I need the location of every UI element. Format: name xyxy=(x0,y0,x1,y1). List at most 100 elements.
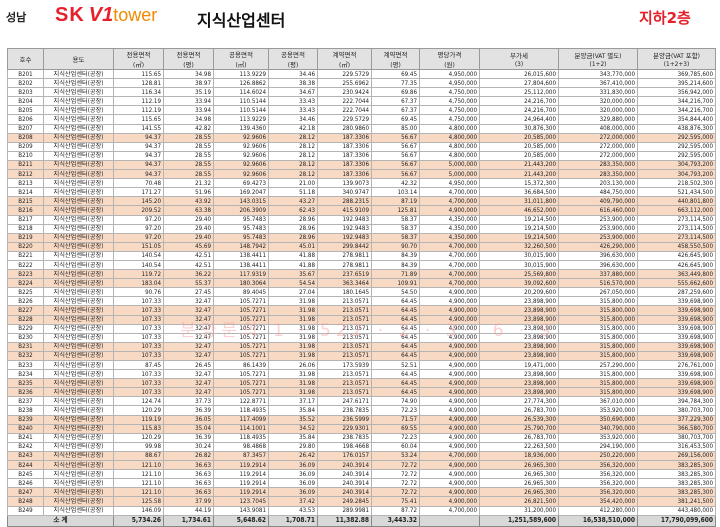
use-cell: 지식산업센터(공장) xyxy=(43,314,114,325)
value-cell: 4,350,000 xyxy=(419,232,480,243)
value-cell: 21.32 xyxy=(163,178,214,189)
value-cell: 458,550,500 xyxy=(637,241,716,252)
value-cell: 23,898,900 xyxy=(479,323,559,334)
value-cell: 4,900,000 xyxy=(419,414,480,425)
value-cell: 443,480,000 xyxy=(637,505,716,516)
table-row: B234 지식산업센터(공장) 107.33 32.47 105.7271 31.98 21… xyxy=(7,369,716,380)
value-cell: 516,570,000 xyxy=(558,278,638,289)
value-cell: 30,015,900 xyxy=(479,259,559,271)
table-row: B226 지식산업센터(공장) 107.33 32.47 105.7271 31.98 21… xyxy=(7,296,716,307)
value-cell: 112.19 xyxy=(113,96,164,107)
column-header-unit: (3) xyxy=(514,60,524,68)
value-cell: 34.46 xyxy=(268,68,318,80)
value-cell: 42.32 xyxy=(371,178,420,189)
unit-number-cell: B238 xyxy=(7,405,44,416)
unit-number-cell: B242 xyxy=(7,441,44,452)
table-row: B229 지식산업센터(공장) 107.33 32.47 105.7271 31.98 21… xyxy=(7,323,716,334)
unit-number-cell: B224 xyxy=(7,278,44,289)
value-cell: 69.55 xyxy=(371,423,420,434)
value-cell: 426,645,900 xyxy=(637,259,716,271)
table-row: B249 지식산업센터(공장) 146.09 44.19 143.9081 43.53 28… xyxy=(7,505,716,516)
value-cell: 213.0571 xyxy=(317,305,372,316)
value-cell: 20,209,600 xyxy=(479,287,559,298)
value-cell: 45.01 xyxy=(268,241,318,252)
value-cell: 369,785,600 xyxy=(637,68,716,80)
value-cell: 24,216,700 xyxy=(479,96,559,107)
value-cell: 19,471,000 xyxy=(479,359,559,371)
value-cell: 555,662,600 xyxy=(637,278,716,289)
value-cell: 90.76 xyxy=(113,287,164,298)
value-cell: 222.7044 xyxy=(317,96,372,107)
value-cell: 28.55 xyxy=(163,141,214,152)
value-cell: 72.72 xyxy=(371,478,420,489)
value-cell: 396,630,000 xyxy=(558,250,638,261)
value-cell: 238.7835 xyxy=(317,432,372,443)
unit-number-cell: B226 xyxy=(7,296,44,307)
value-cell: 84.39 xyxy=(371,250,420,261)
value-cell: 113.9229 xyxy=(213,114,269,125)
value-cell: 97.20 xyxy=(113,232,164,243)
value-cell: 92.9606 xyxy=(213,169,269,180)
value-cell: 37.42 xyxy=(268,496,318,507)
total-value-cell: 5,648.62 xyxy=(213,514,269,527)
unit-number-cell: B246 xyxy=(7,478,44,489)
use-cell: 지식산업센터(공장) xyxy=(43,214,114,225)
unit-number-cell: B221 xyxy=(7,250,44,261)
value-cell: 356,942,000 xyxy=(637,87,716,98)
total-value-cell: 5,734.26 xyxy=(113,514,164,527)
page-title: 지식산업센터 xyxy=(197,11,286,30)
value-cell: 36.09 xyxy=(268,469,318,480)
value-cell: 273,114,500 xyxy=(637,232,716,243)
value-cell: 25,569,800 xyxy=(479,269,559,280)
value-cell: 32.47 xyxy=(163,305,214,316)
value-cell: 316,453,500 xyxy=(637,441,716,452)
value-cell: 25,790,700 xyxy=(479,423,559,434)
table-row: B220 지식산업센터(공장) 151.05 45.69 148.7942 45.01 29… xyxy=(7,241,716,252)
value-cell: 356,320,000 xyxy=(558,487,638,498)
table-row: B203 지식산업센터(공장) 116.34 35.19 114.6024 34.67 23… xyxy=(7,87,716,98)
value-cell: 36.63 xyxy=(163,487,214,498)
value-cell: 36.63 xyxy=(163,469,214,480)
use-cell: 지식산업센터(공장) xyxy=(43,269,114,280)
table-row: B211 지식산업센터(공장) 94.37 28.55 92.9606 28.12 187.… xyxy=(7,159,716,171)
value-cell: 616,460,000 xyxy=(558,205,638,216)
column-header: 공용면적 (㎡) xyxy=(213,48,269,70)
use-cell: 지식산업센터(공장) xyxy=(43,505,114,516)
totals-label: 소 계 xyxy=(7,514,114,527)
value-cell: 272,000,000 xyxy=(558,150,638,161)
value-cell: 203,130,000 xyxy=(558,178,638,189)
use-cell: 지식산업센터(공장) xyxy=(43,469,114,480)
value-cell: 4,900,000 xyxy=(419,405,480,416)
column-header-label: 계약면적 xyxy=(332,51,357,59)
unit-number-cell: B211 xyxy=(7,159,44,171)
unit-number-cell: B215 xyxy=(7,196,44,207)
value-cell: 119.2914 xyxy=(213,469,269,480)
value-cell: 43.53 xyxy=(268,505,318,516)
value-cell: 28.96 xyxy=(268,214,318,225)
value-cell: 56.67 xyxy=(371,141,420,152)
value-cell: 71.57 xyxy=(371,414,420,425)
value-cell: 187.3306 xyxy=(317,159,372,171)
value-cell: 119.72 xyxy=(113,269,164,280)
table-row: B202 지식산업센터(공장) 128.81 38.97 126.8862 38.38 25… xyxy=(7,78,716,89)
value-cell: 35.19 xyxy=(163,87,214,98)
value-cell: 356,320,000 xyxy=(558,460,638,471)
value-cell: 250,220,000 xyxy=(558,450,638,462)
value-cell: 114.6024 xyxy=(213,87,269,98)
value-cell: 125.58 xyxy=(113,496,164,507)
value-cell: 121.10 xyxy=(113,469,164,480)
value-cell: 58.37 xyxy=(371,232,420,243)
value-cell: 238.7835 xyxy=(317,405,372,416)
table-row: B245 지식산업센터(공장) 121.10 36.63 119.2914 36.09 24… xyxy=(7,469,716,480)
total-value-cell: 1,734.61 xyxy=(163,514,214,527)
value-cell: 4,900,000 xyxy=(419,359,480,371)
unit-number-cell: B205 xyxy=(7,105,44,116)
value-cell: 125.81 xyxy=(371,205,420,216)
column-header: 전용면적 (평) xyxy=(163,48,214,70)
value-cell: 69.45 xyxy=(371,114,420,125)
column-header-label: 전용면적 xyxy=(126,51,151,59)
use-cell: 지식산업센터(공장) xyxy=(43,296,114,307)
value-cell: 344,216,700 xyxy=(637,105,716,116)
value-cell: 56.67 xyxy=(371,169,420,180)
value-cell: 119.2914 xyxy=(213,460,269,471)
